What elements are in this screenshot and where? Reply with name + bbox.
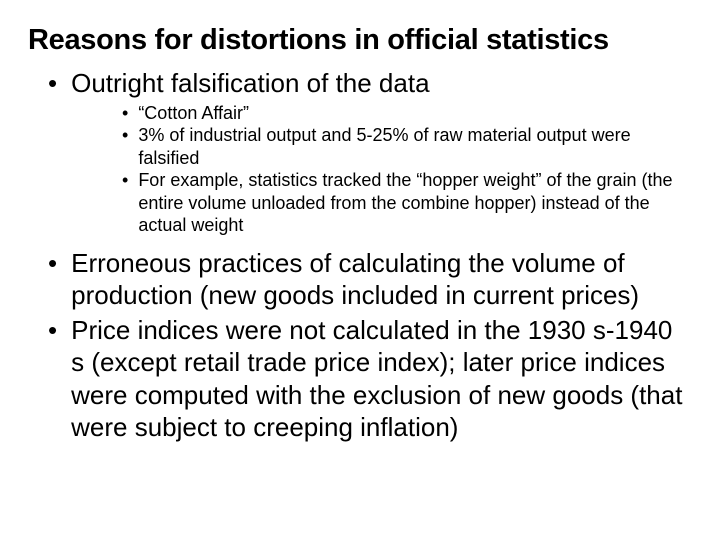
list-item: • Outright falsification of the data	[48, 67, 692, 100]
list-item: • For example, statistics tracked the “h…	[122, 169, 692, 237]
list-item-text: “Cotton Affair”	[138, 102, 249, 125]
list-item: • Price indices were not calculated in t…	[48, 314, 692, 444]
slide-title: Reasons for distortions in official stat…	[28, 24, 692, 57]
list-item-text: Price indices were not calculated in the…	[71, 314, 692, 444]
list-item: • Erroneous practices of calculating the…	[48, 247, 692, 312]
list-item-text: Erroneous practices of calculating the v…	[71, 247, 692, 312]
bullet-icon: •	[122, 124, 128, 147]
sub-list: • “Cotton Affair” • 3% of industrial out…	[122, 102, 692, 237]
list-item: • “Cotton Affair”	[122, 102, 692, 125]
list-item-text: For example, statistics tracked the “hop…	[138, 169, 692, 237]
bullet-icon: •	[122, 102, 128, 125]
bullet-icon: •	[48, 67, 57, 100]
bullet-icon: •	[48, 314, 57, 347]
list-item: • 3% of industrial output and 5-25% of r…	[122, 124, 692, 169]
bullet-icon: •	[48, 247, 57, 280]
list-item-text: 3% of industrial output and 5-25% of raw…	[138, 124, 692, 169]
bullet-icon: •	[122, 169, 128, 192]
list-item-text: Outright falsification of the data	[71, 67, 429, 100]
